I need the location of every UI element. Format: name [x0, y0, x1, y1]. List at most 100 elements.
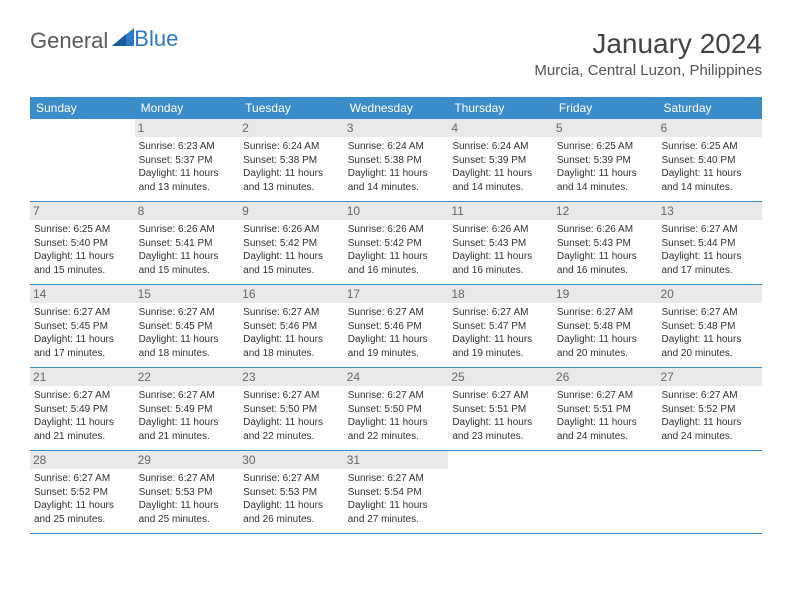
sunrise-line: Sunrise: 6:24 AM	[243, 140, 340, 154]
calendar-cell: 17Sunrise: 6:27 AMSunset: 5:46 PMDayligh…	[344, 285, 449, 367]
sunset-line: Sunset: 5:53 PM	[139, 486, 236, 500]
daylight-line: Daylight: 11 hours and 15 minutes.	[139, 250, 236, 277]
calendar-cell: 3Sunrise: 6:24 AMSunset: 5:38 PMDaylight…	[344, 119, 449, 201]
calendar-cell: 7Sunrise: 6:25 AMSunset: 5:40 PMDaylight…	[30, 202, 135, 284]
sunset-line: Sunset: 5:44 PM	[661, 237, 758, 251]
calendar-week: 1Sunrise: 6:23 AMSunset: 5:37 PMDaylight…	[30, 119, 762, 202]
daylight-line: Daylight: 11 hours and 14 minutes.	[348, 167, 445, 194]
day-number: 15	[135, 285, 240, 303]
sunrise-line: Sunrise: 6:27 AM	[34, 306, 131, 320]
day-number: 4	[448, 119, 553, 137]
daylight-line: Daylight: 11 hours and 25 minutes.	[34, 499, 131, 526]
sunset-line: Sunset: 5:42 PM	[348, 237, 445, 251]
day-number: 18	[448, 285, 553, 303]
daylight-line: Daylight: 11 hours and 15 minutes.	[243, 250, 340, 277]
day-number: 9	[239, 202, 344, 220]
calendar-cell: 11Sunrise: 6:26 AMSunset: 5:43 PMDayligh…	[448, 202, 553, 284]
sunrise-line: Sunrise: 6:27 AM	[557, 306, 654, 320]
sunset-line: Sunset: 5:41 PM	[139, 237, 236, 251]
sunset-line: Sunset: 5:52 PM	[661, 403, 758, 417]
day-number: 17	[344, 285, 449, 303]
calendar-cell: 15Sunrise: 6:27 AMSunset: 5:45 PMDayligh…	[135, 285, 240, 367]
daylight-line: Daylight: 11 hours and 21 minutes.	[139, 416, 236, 443]
daylight-line: Daylight: 11 hours and 18 minutes.	[139, 333, 236, 360]
weekday-header: Thursday	[448, 97, 553, 119]
day-number: 2	[239, 119, 344, 137]
calendar-cell: 23Sunrise: 6:27 AMSunset: 5:50 PMDayligh…	[239, 368, 344, 450]
day-number: 22	[135, 368, 240, 386]
sunset-line: Sunset: 5:48 PM	[661, 320, 758, 334]
calendar-body: 1Sunrise: 6:23 AMSunset: 5:37 PMDaylight…	[30, 119, 762, 534]
sunrise-line: Sunrise: 6:27 AM	[348, 389, 445, 403]
day-number: 28	[30, 451, 135, 469]
day-number: 26	[553, 368, 658, 386]
calendar-cell: 30Sunrise: 6:27 AMSunset: 5:53 PMDayligh…	[239, 451, 344, 533]
sunrise-line: Sunrise: 6:27 AM	[557, 389, 654, 403]
day-number: 25	[448, 368, 553, 386]
calendar-cell: 31Sunrise: 6:27 AMSunset: 5:54 PMDayligh…	[344, 451, 449, 533]
daylight-line: Daylight: 11 hours and 24 minutes.	[661, 416, 758, 443]
calendar-cell: 29Sunrise: 6:27 AMSunset: 5:53 PMDayligh…	[135, 451, 240, 533]
sunset-line: Sunset: 5:54 PM	[348, 486, 445, 500]
day-number: 30	[239, 451, 344, 469]
day-number: 5	[553, 119, 658, 137]
daylight-line: Daylight: 11 hours and 26 minutes.	[243, 499, 340, 526]
daylight-line: Daylight: 11 hours and 17 minutes.	[661, 250, 758, 277]
calendar-cell: 27Sunrise: 6:27 AMSunset: 5:52 PMDayligh…	[657, 368, 762, 450]
sunset-line: Sunset: 5:39 PM	[557, 154, 654, 168]
daylight-line: Daylight: 11 hours and 13 minutes.	[243, 167, 340, 194]
sunrise-line: Sunrise: 6:25 AM	[661, 140, 758, 154]
calendar-cell: 16Sunrise: 6:27 AMSunset: 5:46 PMDayligh…	[239, 285, 344, 367]
weekday-header: Monday	[135, 97, 240, 119]
sunrise-line: Sunrise: 6:27 AM	[34, 472, 131, 486]
sunrise-line: Sunrise: 6:27 AM	[139, 306, 236, 320]
sunset-line: Sunset: 5:50 PM	[243, 403, 340, 417]
header: General Blue January 2024 Murcia, Centra…	[30, 28, 762, 79]
day-number: 7	[30, 202, 135, 220]
title-block: January 2024 Murcia, Central Luzon, Phil…	[534, 28, 762, 79]
sunset-line: Sunset: 5:47 PM	[452, 320, 549, 334]
calendar-cell	[553, 451, 658, 533]
calendar-cell: 20Sunrise: 6:27 AMSunset: 5:48 PMDayligh…	[657, 285, 762, 367]
day-number: 29	[135, 451, 240, 469]
sunset-line: Sunset: 5:46 PM	[243, 320, 340, 334]
day-number: 23	[239, 368, 344, 386]
calendar-week: 14Sunrise: 6:27 AMSunset: 5:45 PMDayligh…	[30, 285, 762, 368]
weekday-header: Friday	[553, 97, 658, 119]
sail-icon	[112, 26, 134, 52]
sunset-line: Sunset: 5:43 PM	[452, 237, 549, 251]
sunset-line: Sunset: 5:46 PM	[348, 320, 445, 334]
sunset-line: Sunset: 5:42 PM	[243, 237, 340, 251]
calendar-cell: 5Sunrise: 6:25 AMSunset: 5:39 PMDaylight…	[553, 119, 658, 201]
sunrise-line: Sunrise: 6:26 AM	[139, 223, 236, 237]
daylight-line: Daylight: 11 hours and 20 minutes.	[557, 333, 654, 360]
sunrise-line: Sunrise: 6:26 AM	[243, 223, 340, 237]
daylight-line: Daylight: 11 hours and 15 minutes.	[34, 250, 131, 277]
sunrise-line: Sunrise: 6:27 AM	[661, 223, 758, 237]
calendar-cell: 21Sunrise: 6:27 AMSunset: 5:49 PMDayligh…	[30, 368, 135, 450]
day-number: 16	[239, 285, 344, 303]
sunset-line: Sunset: 5:52 PM	[34, 486, 131, 500]
sunset-line: Sunset: 5:51 PM	[452, 403, 549, 417]
sunset-line: Sunset: 5:40 PM	[34, 237, 131, 251]
calendar-cell: 9 Sunrise: 6:26 AMSunset: 5:42 PMDaylight…	[239, 202, 344, 284]
sunset-line: Sunset: 5:37 PM	[139, 154, 236, 168]
calendar-cell: 13Sunrise: 6:27 AMSunset: 5:44 PMDayligh…	[657, 202, 762, 284]
sunrise-line: Sunrise: 6:26 AM	[557, 223, 654, 237]
sunrise-line: Sunrise: 6:27 AM	[243, 389, 340, 403]
sunset-line: Sunset: 5:38 PM	[243, 154, 340, 168]
daylight-line: Daylight: 11 hours and 19 minutes.	[452, 333, 549, 360]
calendar-cell: 8Sunrise: 6:26 AMSunset: 5:41 PMDaylight…	[135, 202, 240, 284]
sunrise-line: Sunrise: 6:27 AM	[139, 472, 236, 486]
calendar-cell: 25Sunrise: 6:27 AMSunset: 5:51 PMDayligh…	[448, 368, 553, 450]
day-number: 11	[448, 202, 553, 220]
day-number: 14	[30, 285, 135, 303]
sunrise-line: Sunrise: 6:27 AM	[243, 306, 340, 320]
calendar-cell: 18Sunrise: 6:27 AMSunset: 5:47 PMDayligh…	[448, 285, 553, 367]
daylight-line: Daylight: 11 hours and 21 minutes.	[34, 416, 131, 443]
sunset-line: Sunset: 5:53 PM	[243, 486, 340, 500]
sunset-line: Sunset: 5:43 PM	[557, 237, 654, 251]
day-number: 3	[344, 119, 449, 137]
location-line: Murcia, Central Luzon, Philippines	[534, 62, 762, 79]
brand-part1: General	[30, 28, 108, 54]
